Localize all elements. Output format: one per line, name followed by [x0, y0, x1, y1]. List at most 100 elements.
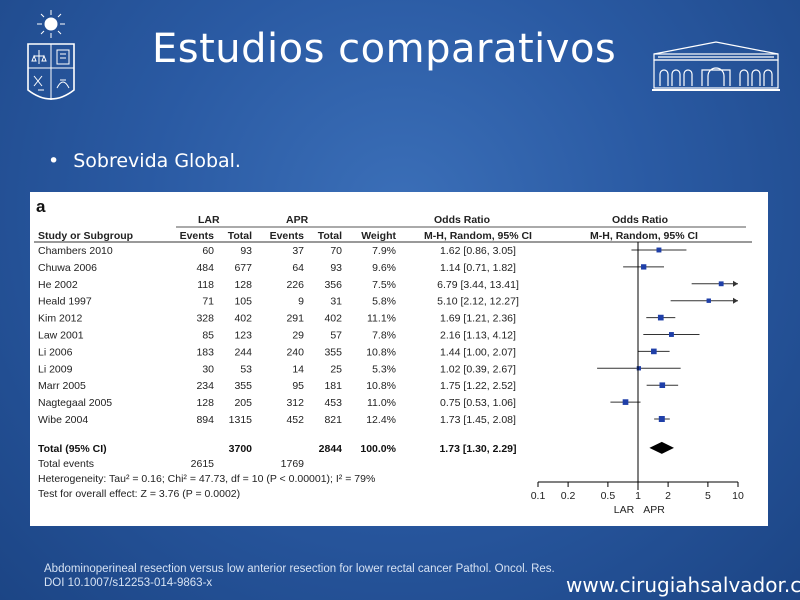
lar-group-header: LAR	[198, 214, 220, 226]
lar-events-cell: 328	[196, 313, 214, 325]
apr-total-cell: 355	[324, 346, 342, 358]
ci-clip-arrow	[733, 280, 738, 287]
apr-total-cell: 356	[324, 279, 342, 291]
weight-cell: 10.8%	[366, 346, 396, 358]
lar-total-cell: 244	[234, 346, 252, 358]
point-estimate	[658, 416, 665, 422]
weight-cell: 5.3%	[372, 363, 396, 375]
point-estimate	[659, 382, 666, 389]
apr-total-cell: 453	[324, 397, 342, 409]
col-header-study: Study or Subgroup	[38, 230, 133, 242]
ci-text-cell: 1.73 [1.45, 2.08]	[440, 414, 516, 426]
ci-text-cell: 1.69 [1.21, 2.36]	[440, 313, 516, 325]
apr-events-cell: 37	[292, 245, 304, 257]
total-weight-cell: 100.0%	[360, 443, 396, 455]
x-tick-label: 5	[705, 490, 711, 502]
forest-plot-figure: a LAR APR Odds Ratio Odds Ratio Study or…	[30, 192, 768, 526]
apr-total-cell: 25	[330, 363, 342, 375]
study-name: Heald 1997	[38, 296, 92, 308]
odds-ratio-plot-header: Odds Ratio	[612, 214, 668, 226]
lar-events-cell: 118	[197, 279, 214, 291]
apr-total-cell: 57	[330, 330, 342, 342]
x-tick-label: 1	[635, 490, 641, 502]
apr-total-cell: 821	[324, 414, 342, 426]
study-name: Kim 2012	[38, 313, 83, 325]
hospital-building-logo	[652, 41, 780, 91]
odds-ratio-text-header: Odds Ratio	[434, 214, 490, 226]
apr-events-cell: 452	[286, 414, 304, 426]
point-estimate	[636, 366, 642, 371]
apr-events-cell: 9	[298, 296, 304, 308]
apr-events-cell: 64	[292, 262, 304, 274]
weight-cell: 12.4%	[366, 414, 396, 426]
slide-title: Estudios comparativos	[152, 26, 617, 72]
website-url: www.cirugiahsalvador.cl	[566, 573, 800, 597]
col-header-or-plot: M-H, Random, 95% CI	[590, 230, 698, 242]
x-label-lar: LAR	[614, 504, 635, 516]
total-apr-events-cell: 1769	[281, 458, 305, 470]
weight-cell: 7.8%	[372, 330, 396, 342]
total-lar-cell: 3700	[229, 443, 253, 455]
apr-total-cell: 31	[330, 296, 342, 308]
panel-label: a	[36, 197, 46, 216]
apr-events-cell: 29	[292, 330, 304, 342]
col-header-apr-total: Total	[318, 230, 342, 242]
col-header-lar-total: Total	[228, 230, 252, 242]
lar-events-cell: 30	[202, 363, 214, 375]
x-tick-label: 0.1	[531, 490, 546, 502]
lar-total-cell: 53	[240, 363, 252, 375]
study-name: Li 2009	[38, 363, 73, 375]
weight-cell: 11.0%	[367, 397, 396, 409]
lar-events-cell: 85	[202, 330, 214, 342]
weight-cell: 7.9%	[372, 245, 396, 257]
study-name: Li 2006	[38, 346, 73, 358]
heterogeneity-text: Heterogeneity: Tau² = 0.16; Chi² = 47.73…	[38, 473, 375, 485]
university-crest-logo	[27, 10, 75, 100]
weight-cell: 7.5%	[372, 279, 396, 291]
total-events-label: Total events	[38, 458, 94, 470]
study-name: He 2002	[38, 279, 78, 291]
lar-total-cell: 355	[234, 380, 252, 392]
forest-plot: a LAR APR Odds Ratio Odds Ratio Study or…	[34, 197, 752, 516]
x-tick-label: 10	[732, 490, 744, 502]
weight-cell: 10.8%	[366, 380, 396, 392]
study-name: Chuwa 2006	[38, 262, 97, 274]
bullet-text: Sobrevida Global.	[73, 150, 241, 172]
apr-total-cell: 93	[330, 262, 342, 274]
lar-total-cell: 128	[234, 279, 252, 291]
point-estimate	[651, 348, 657, 355]
ci-text-cell: 1.75 [1.22, 2.52]	[440, 380, 516, 392]
ci-text-cell: 1.14 [0.71, 1.82]	[440, 262, 516, 274]
ci-text-cell: 1.62 [0.86, 3.05]	[440, 245, 516, 257]
apr-events-cell: 291	[286, 313, 304, 325]
lar-events-cell: 128	[196, 397, 214, 409]
point-estimate	[656, 247, 662, 253]
ci-text-cell: 1.44 [1.00, 2.07]	[440, 346, 516, 358]
overall-effect-text: Test for overall effect: Z = 3.76 (P = 0…	[38, 488, 240, 500]
total-apr-cell: 2844	[319, 443, 343, 455]
apr-total-cell: 181	[324, 380, 342, 392]
point-estimate	[622, 399, 629, 405]
weight-cell: 9.6%	[372, 262, 396, 274]
apr-total-cell: 70	[330, 245, 342, 257]
lar-total-cell: 1315	[229, 414, 253, 426]
lar-events-cell: 234	[196, 380, 214, 392]
col-header-lar-events: Events	[180, 230, 215, 242]
citation: Abdominoperineal resection versus low an…	[44, 562, 555, 590]
col-header-or-text: M-H, Random, 95% CI	[424, 230, 532, 242]
lar-total-cell: 105	[234, 296, 252, 308]
citation-line-1: Abdominoperineal resection versus low an…	[44, 563, 555, 575]
study-name: Nagtegaal 2005	[38, 397, 112, 409]
study-name: Wibe 2004	[38, 414, 88, 426]
lar-total-cell: 677	[234, 262, 252, 274]
ci-text-cell: 0.75 [0.53, 1.06]	[440, 397, 516, 409]
lar-events-cell: 71	[202, 296, 214, 308]
x-tick-label: 2	[665, 490, 671, 502]
study-name: Marr 2005	[38, 380, 86, 392]
citation-line-2: DOI 10.1007/s12253-014-9863-x	[44, 577, 213, 589]
total-ci-text-cell: 1.73 [1.30, 2.29]	[439, 443, 516, 455]
lar-total-cell: 205	[234, 397, 252, 409]
apr-group-header: APR	[286, 214, 309, 226]
x-tick-label: 0.5	[601, 490, 616, 502]
x-label-apr: APR	[643, 504, 665, 516]
